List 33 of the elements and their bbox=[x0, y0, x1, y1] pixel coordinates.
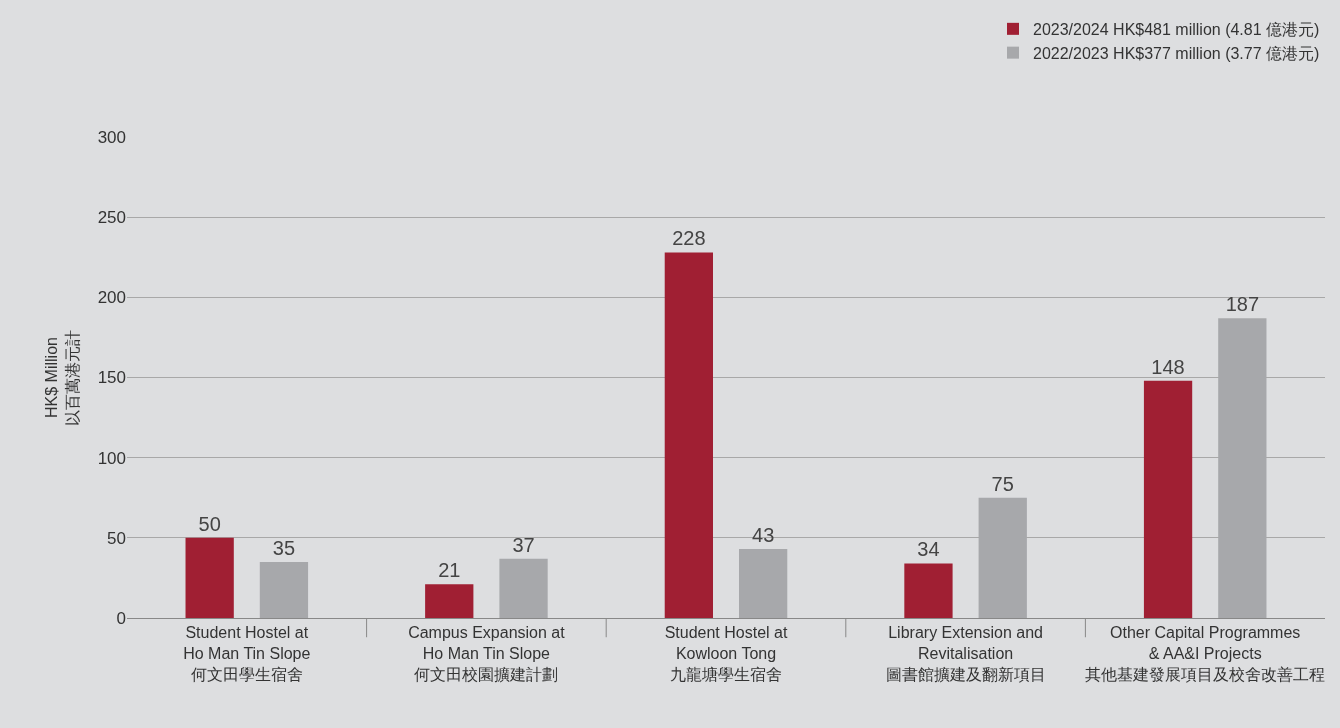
data-label: 34 bbox=[917, 538, 940, 561]
y-tick-label: 0 bbox=[116, 608, 126, 628]
data-label: 75 bbox=[991, 472, 1014, 495]
y-tick-label: 50 bbox=[107, 528, 126, 548]
bar bbox=[904, 563, 953, 618]
data-label: 35 bbox=[272, 536, 296, 559]
bar bbox=[739, 549, 788, 618]
y-tick-label: 300 bbox=[97, 127, 126, 147]
x-tick-label: Student Hostel at Ho Man Tin Slope 何文田學生宿舍 bbox=[183, 624, 311, 683]
data-label: 148 bbox=[1151, 355, 1185, 378]
legend-label: 2023/2024 HK$481 million (4.81 億港元) bbox=[1033, 21, 1320, 39]
data-label: 37 bbox=[512, 533, 535, 556]
y-tick-label: 100 bbox=[97, 448, 126, 468]
bar bbox=[1143, 380, 1193, 618]
y-axis-title: HK$ Million 以百萬港元計 bbox=[42, 329, 81, 426]
y-tick-label: 200 bbox=[97, 288, 126, 308]
legend-label: 2022/2023 HK$377 million (3.77 億港元) bbox=[1033, 44, 1320, 62]
data-label: 228 bbox=[672, 227, 706, 250]
bar bbox=[499, 558, 548, 618]
bar bbox=[259, 561, 309, 618]
y-tick-label: 150 bbox=[97, 368, 126, 388]
data-label: 50 bbox=[198, 512, 221, 535]
x-tick-label: Other Capital Programmes & AA&I Projects 其他基建發展項目及校舍改善工程 bbox=[1085, 624, 1326, 683]
data-label: 43 bbox=[752, 524, 775, 547]
data-label: 21 bbox=[438, 559, 461, 582]
x-tick-label: Student Hostel at Kowloon Tong 九龍塘學生宿舍 bbox=[664, 624, 788, 683]
bar bbox=[664, 252, 713, 618]
y-tick-label: 250 bbox=[97, 208, 126, 228]
bar bbox=[425, 584, 474, 618]
x-tick-label: Campus Expansion at Ho Man Tin Slope 何文田校園擴建計劃 bbox=[408, 624, 566, 683]
x-tick-label: Library Extension and Revitalisation 圖書館擴建及翻新項目 bbox=[885, 624, 1046, 683]
data-label: 187 bbox=[1225, 293, 1260, 316]
bar bbox=[185, 537, 234, 618]
